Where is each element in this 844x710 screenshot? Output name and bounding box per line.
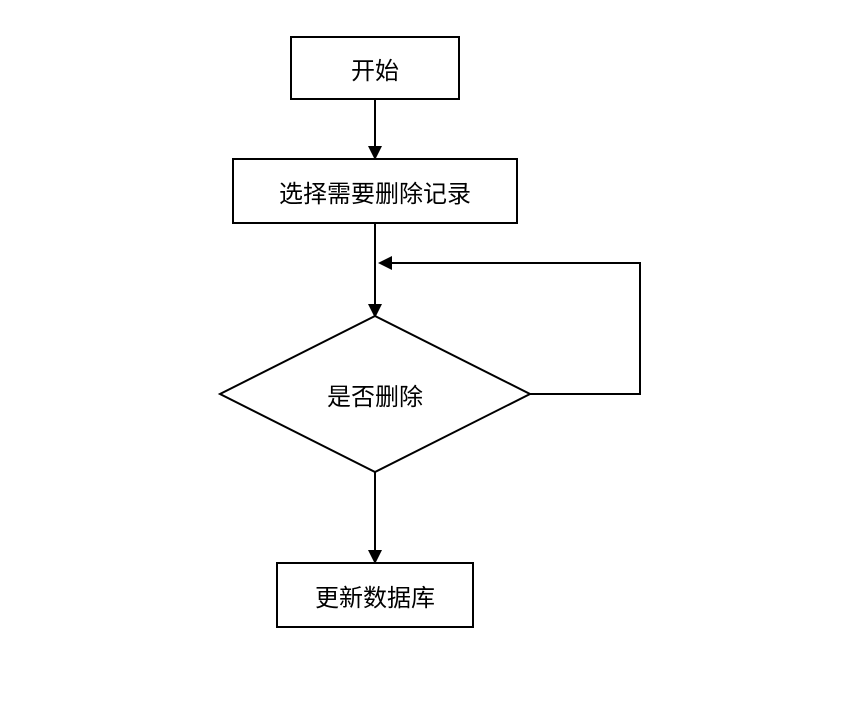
select-node-label: 选择需要删除记录 [279, 174, 471, 209]
start-node: 开始 [290, 36, 460, 100]
select-node: 选择需要删除记录 [232, 158, 518, 224]
decision-node-label: 是否删除 [220, 316, 530, 472]
flowchart-canvas: 开始 选择需要删除记录 是否删除 更新数据库 [0, 0, 844, 710]
decision-node: 是否删除 [220, 316, 530, 472]
update-node: 更新数据库 [276, 562, 474, 628]
start-node-label: 开始 [351, 51, 399, 86]
update-node-label: 更新数据库 [315, 578, 435, 613]
